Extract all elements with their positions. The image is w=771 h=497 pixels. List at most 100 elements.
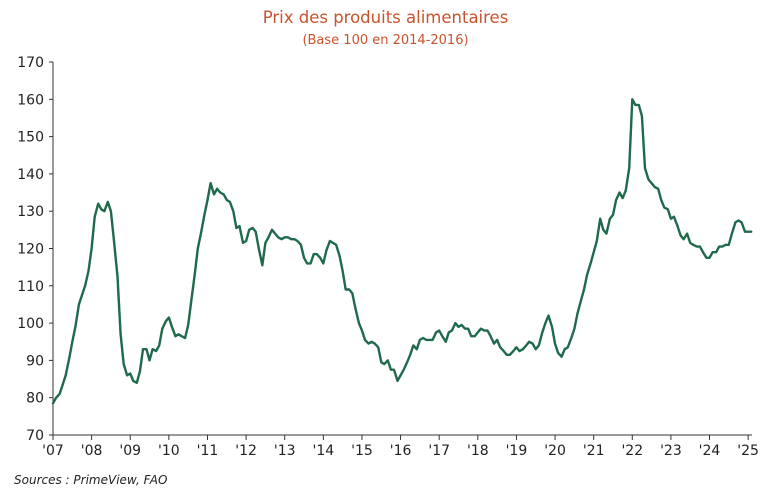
data-point [151, 348, 153, 350]
x-tick-label: '08 [81, 443, 103, 459]
data-point [480, 328, 482, 330]
data-point [370, 341, 372, 343]
x-tick-label: '24 [699, 443, 721, 459]
data-point [65, 374, 67, 376]
data-point [248, 229, 250, 231]
data-point [155, 350, 157, 352]
data-point [557, 352, 559, 354]
data-point [197, 247, 199, 249]
data-point [161, 328, 163, 330]
data-point [296, 240, 298, 242]
data-point [129, 372, 131, 374]
data-point [647, 178, 649, 180]
data-point [435, 331, 437, 333]
data-point [55, 397, 57, 399]
data-point [731, 232, 733, 234]
data-point [499, 346, 501, 348]
data-point [740, 221, 742, 223]
x-tick-label: '12 [235, 443, 257, 459]
data-point [245, 240, 247, 242]
data-point [470, 335, 472, 337]
y-tick-label: 80 [26, 391, 44, 407]
data-point [615, 199, 617, 201]
data-point [90, 247, 92, 249]
series-line [51, 98, 753, 405]
data-point [522, 348, 524, 350]
data-point [313, 253, 315, 255]
data-point [293, 238, 295, 240]
x-tick-label: '19 [506, 443, 528, 459]
data-point [689, 242, 691, 244]
data-point [223, 193, 225, 195]
data-point [650, 182, 652, 184]
x-tick-label: '15 [351, 443, 373, 459]
data-point [329, 240, 331, 242]
data-point [136, 382, 138, 384]
x-tick-label: '18 [467, 443, 489, 459]
data-point [145, 348, 147, 350]
data-point [209, 182, 211, 184]
data-point [477, 331, 479, 333]
chart-subtitle: (Base 100 en 2014-2016) [302, 33, 469, 48]
data-point [718, 245, 720, 247]
data-point [493, 342, 495, 344]
data-point [509, 354, 511, 356]
data-point [194, 273, 196, 275]
data-point [618, 191, 620, 193]
data-point [506, 354, 508, 356]
data-point [78, 303, 80, 305]
data-point [280, 238, 282, 240]
data-point [602, 229, 604, 231]
data-point [348, 288, 350, 290]
data-point [303, 257, 305, 259]
data-point [660, 199, 662, 201]
data-point [165, 320, 167, 322]
data-point [576, 313, 578, 315]
data-point [679, 234, 681, 236]
data-point [721, 245, 723, 247]
x-tick-label: '16 [390, 443, 412, 459]
data-point [451, 329, 453, 331]
data-point [425, 339, 427, 341]
data-point [206, 199, 208, 201]
data-point [676, 225, 678, 227]
y-tick-label: 140 [17, 167, 44, 183]
data-point [284, 236, 286, 238]
data-point [547, 314, 549, 316]
data-point [242, 242, 244, 244]
data-point [531, 342, 533, 344]
data-point [62, 383, 64, 385]
data-point [457, 326, 459, 328]
data-point [699, 245, 701, 247]
data-point [258, 247, 260, 249]
data-point [464, 328, 466, 330]
data-point [68, 357, 70, 359]
data-point [412, 344, 414, 346]
data-point [399, 374, 401, 376]
data-point [387, 359, 389, 361]
data-point [663, 206, 665, 208]
data-point [290, 238, 292, 240]
data-point [306, 262, 308, 264]
data-point [58, 393, 60, 395]
data-point [634, 104, 636, 106]
data-point [583, 288, 585, 290]
data-point [71, 341, 73, 343]
data-point [335, 244, 337, 246]
data-point [573, 328, 575, 330]
x-tick-label: '17 [428, 443, 450, 459]
data-point [216, 188, 218, 190]
data-point [518, 350, 520, 352]
data-point [180, 335, 182, 337]
data-point [396, 380, 398, 382]
y-tick-label: 100 [17, 316, 44, 332]
data-point [87, 270, 89, 272]
data-point [123, 363, 125, 365]
data-point [667, 208, 669, 210]
data-point [171, 326, 173, 328]
x-tick-label: '13 [274, 443, 296, 459]
x-tick-label: '11 [197, 443, 219, 459]
data-point [383, 363, 385, 365]
data-point [596, 240, 598, 242]
